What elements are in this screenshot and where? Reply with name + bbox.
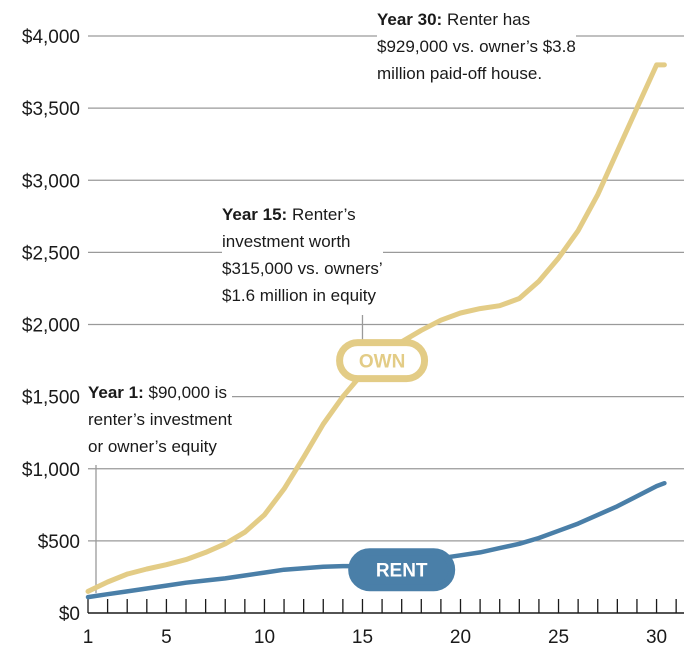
y-tick-label: $3,500: [22, 99, 80, 120]
x-tick-label: 15: [352, 627, 373, 648]
annotation-line: Year 1: $90,000 is: [88, 383, 227, 402]
y-tick-label: $2,000: [22, 316, 80, 337]
y-axis-labels: $0 $500 $1,000 $1,500 $2,000 $2,500 $3,000 $3,5…: [22, 27, 80, 625]
x-tick-label: 30: [646, 627, 667, 648]
y-tick-label: $500: [38, 532, 80, 553]
annotation-year-15: Year 15: Renter’s investment worth $315,…: [222, 201, 383, 309]
series-label-text: OWN: [359, 352, 405, 373]
annotation-year-30: Year 30: Renter has $929,000 vs. owner’s…: [377, 6, 576, 87]
series-label-own: OWN: [336, 339, 429, 383]
x-tick-label: 10: [254, 627, 275, 648]
annotation-line: Year 15: Renter’s: [222, 205, 356, 224]
annotation-line: renter’s investment: [88, 410, 232, 429]
series-lines: [85, 62, 667, 600]
annotation-line: $315,000 vs. owners’: [222, 259, 383, 278]
x-axis-ticks: 1 5 10 15 20 25 30: [83, 599, 677, 648]
series-label-pill: [336, 339, 429, 383]
series-label-pill: [348, 548, 456, 592]
annotation-line: or owner’s equity: [88, 437, 217, 456]
y-tick-label: $4,000: [22, 27, 80, 48]
annotation-line: $929,000 vs. owner’s $3.8: [377, 37, 576, 56]
series-label-rent: RENT: [348, 548, 456, 592]
annotation-year-1: Year 1: $90,000 is renter’s investment o…: [88, 379, 232, 460]
grid-lines: [88, 35, 684, 614]
annotation-line: million paid-off house.: [377, 64, 543, 83]
y-tick-label: $2,500: [22, 243, 80, 264]
y-tick-label: $3,000: [22, 171, 80, 192]
series-line-own: [85, 62, 667, 594]
y-tick-label: $1,500: [22, 388, 80, 409]
x-tick-label: 5: [161, 627, 172, 648]
y-tick-label: $1,000: [22, 460, 80, 481]
annotation-line: investment worth: [222, 232, 351, 251]
x-tick-label: 1: [83, 627, 94, 648]
annotation-line: $1.6 million in equity: [222, 286, 377, 305]
x-tick-label: 25: [548, 627, 569, 648]
annotation-line: Year 30: Renter has: [377, 10, 531, 29]
series-labels: OWN RENT: [336, 339, 456, 592]
y-tick-label: $0: [59, 604, 80, 625]
series-label-text: RENT: [376, 561, 428, 582]
x-tick-label: 20: [450, 627, 471, 648]
